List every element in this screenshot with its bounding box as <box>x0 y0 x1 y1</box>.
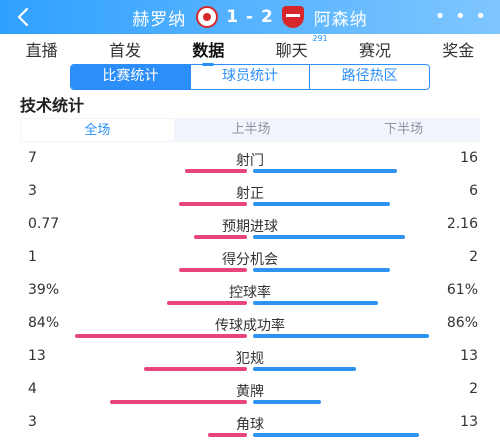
away-stat-bar <box>253 367 356 371</box>
stat-row: 84% 传球成功率 86% <box>20 315 480 335</box>
period-selector: 全场 上半场 下半场 <box>20 118 480 142</box>
segment-player-stats[interactable]: 球员统计 <box>191 65 311 89</box>
away-stat-value: 61% <box>446 282 478 298</box>
away-stat-value: 6 <box>469 183 478 199</box>
away-stat-value: 13 <box>460 348 478 364</box>
match-tabs: 直播 首发 数据 聊天 291 赛况 奖金 <box>0 34 500 66</box>
away-team-name[interactable]: 阿森纳 <box>313 9 368 30</box>
away-stat-bar <box>253 433 419 437</box>
home-stat-bar <box>167 301 247 305</box>
stat-label: 射门 <box>236 153 264 169</box>
stat-label: 传球成功率 <box>215 318 285 334</box>
segment-match-stats[interactable]: 比赛统计 <box>71 65 191 89</box>
tab-label: 数据 <box>192 41 225 60</box>
home-team-crest-icon[interactable] <box>196 6 219 28</box>
period-full-match[interactable]: 全场 <box>21 119 174 141</box>
stat-label: 预期进球 <box>222 219 278 235</box>
home-stat-value: 84% <box>28 315 60 331</box>
home-stat-value: 4 <box>28 381 37 397</box>
more-options-icon[interactable]: • • • <box>434 6 488 27</box>
stat-label: 黄牌 <box>236 384 264 400</box>
stat-label: 控球率 <box>229 285 271 301</box>
stat-label: 犯规 <box>236 351 264 367</box>
tab-label: 直播 <box>25 41 58 60</box>
tab-prize[interactable]: 奖金 <box>438 37 478 61</box>
stat-row: 0.77 预期进球 2.16 <box>20 216 480 236</box>
stat-row: 13 犯规 13 <box>20 348 480 368</box>
home-stat-value: 0.77 <box>28 216 60 232</box>
stat-label: 射正 <box>236 186 264 202</box>
away-stat-bar <box>253 334 429 338</box>
home-stat-bar <box>185 169 247 173</box>
home-stat-value: 3 <box>28 414 37 430</box>
chevron-left-icon[interactable] <box>12 5 36 29</box>
match-header: 赫罗纳 1 - 2 阿森纳 • • • <box>0 0 500 34</box>
home-stat-bar <box>208 433 247 437</box>
stats-segment-control: 比赛统计 球员统计 路径热区 <box>70 64 430 90</box>
section-title: 技术统计 <box>20 96 85 115</box>
stat-row: 3 角球 13 <box>20 414 480 434</box>
stat-row: 4 黄牌 2 <box>20 381 480 401</box>
tab-label: 首发 <box>108 41 141 60</box>
home-stat-value: 39% <box>28 282 60 298</box>
home-team-name[interactable]: 赫罗纳 <box>132 9 187 30</box>
away-stat-value: 2 <box>469 249 478 265</box>
away-stat-value: 86% <box>446 315 478 331</box>
stat-row: 7 射门 16 <box>20 150 480 170</box>
away-team-crest-icon[interactable] <box>281 6 304 28</box>
chat-count-badge: 291 <box>312 34 328 43</box>
away-stat-bar <box>253 169 397 173</box>
stat-row: 3 射正 6 <box>20 183 480 203</box>
tab-label: 奖金 <box>442 41 475 60</box>
home-stat-value: 7 <box>28 150 37 166</box>
home-stat-value: 3 <box>28 183 37 199</box>
home-stat-value: 1 <box>28 249 37 265</box>
stat-row: 1 得分机会 2 <box>20 249 480 269</box>
home-stat-value: 13 <box>28 348 46 364</box>
home-stat-bar <box>179 268 247 272</box>
away-stat-bar <box>253 202 390 206</box>
stat-label: 角球 <box>236 417 264 433</box>
away-stat-value: 2 <box>469 381 478 397</box>
stat-label: 得分机会 <box>222 252 278 268</box>
period-first-half[interactable]: 上半场 <box>231 122 271 137</box>
away-stat-value: 13 <box>460 414 478 430</box>
segment-heatmap[interactable]: 路径热区 <box>341 68 398 84</box>
away-stat-bar <box>253 235 405 239</box>
home-stat-bar <box>144 367 247 371</box>
tab-label: 聊天 <box>275 41 308 60</box>
away-stat-bar <box>253 400 321 404</box>
away-stat-bar <box>253 268 390 272</box>
tab-live[interactable]: 直播 <box>22 37 62 61</box>
home-stat-bar <box>75 334 247 338</box>
away-stat-bar <box>253 301 378 305</box>
tab-lineup[interactable]: 首发 <box>105 37 145 61</box>
stat-row: 39% 控球率 61% <box>20 282 480 302</box>
tab-stats[interactable]: 数据 <box>188 37 228 66</box>
tab-events[interactable]: 赛况 <box>355 37 395 61</box>
home-stat-bar <box>110 400 247 404</box>
period-second-half[interactable]: 下半场 <box>384 122 424 137</box>
away-stat-value: 16 <box>460 150 478 166</box>
home-stat-bar <box>179 202 247 206</box>
tab-chat[interactable]: 聊天 291 <box>272 34 328 61</box>
match-score: 1 - 2 <box>226 7 274 27</box>
home-stat-bar <box>194 235 247 239</box>
away-stat-value: 2.16 <box>446 216 478 232</box>
tab-label: 赛况 <box>358 41 391 60</box>
match-title: 赫罗纳 1 - 2 阿森纳 <box>0 0 500 34</box>
